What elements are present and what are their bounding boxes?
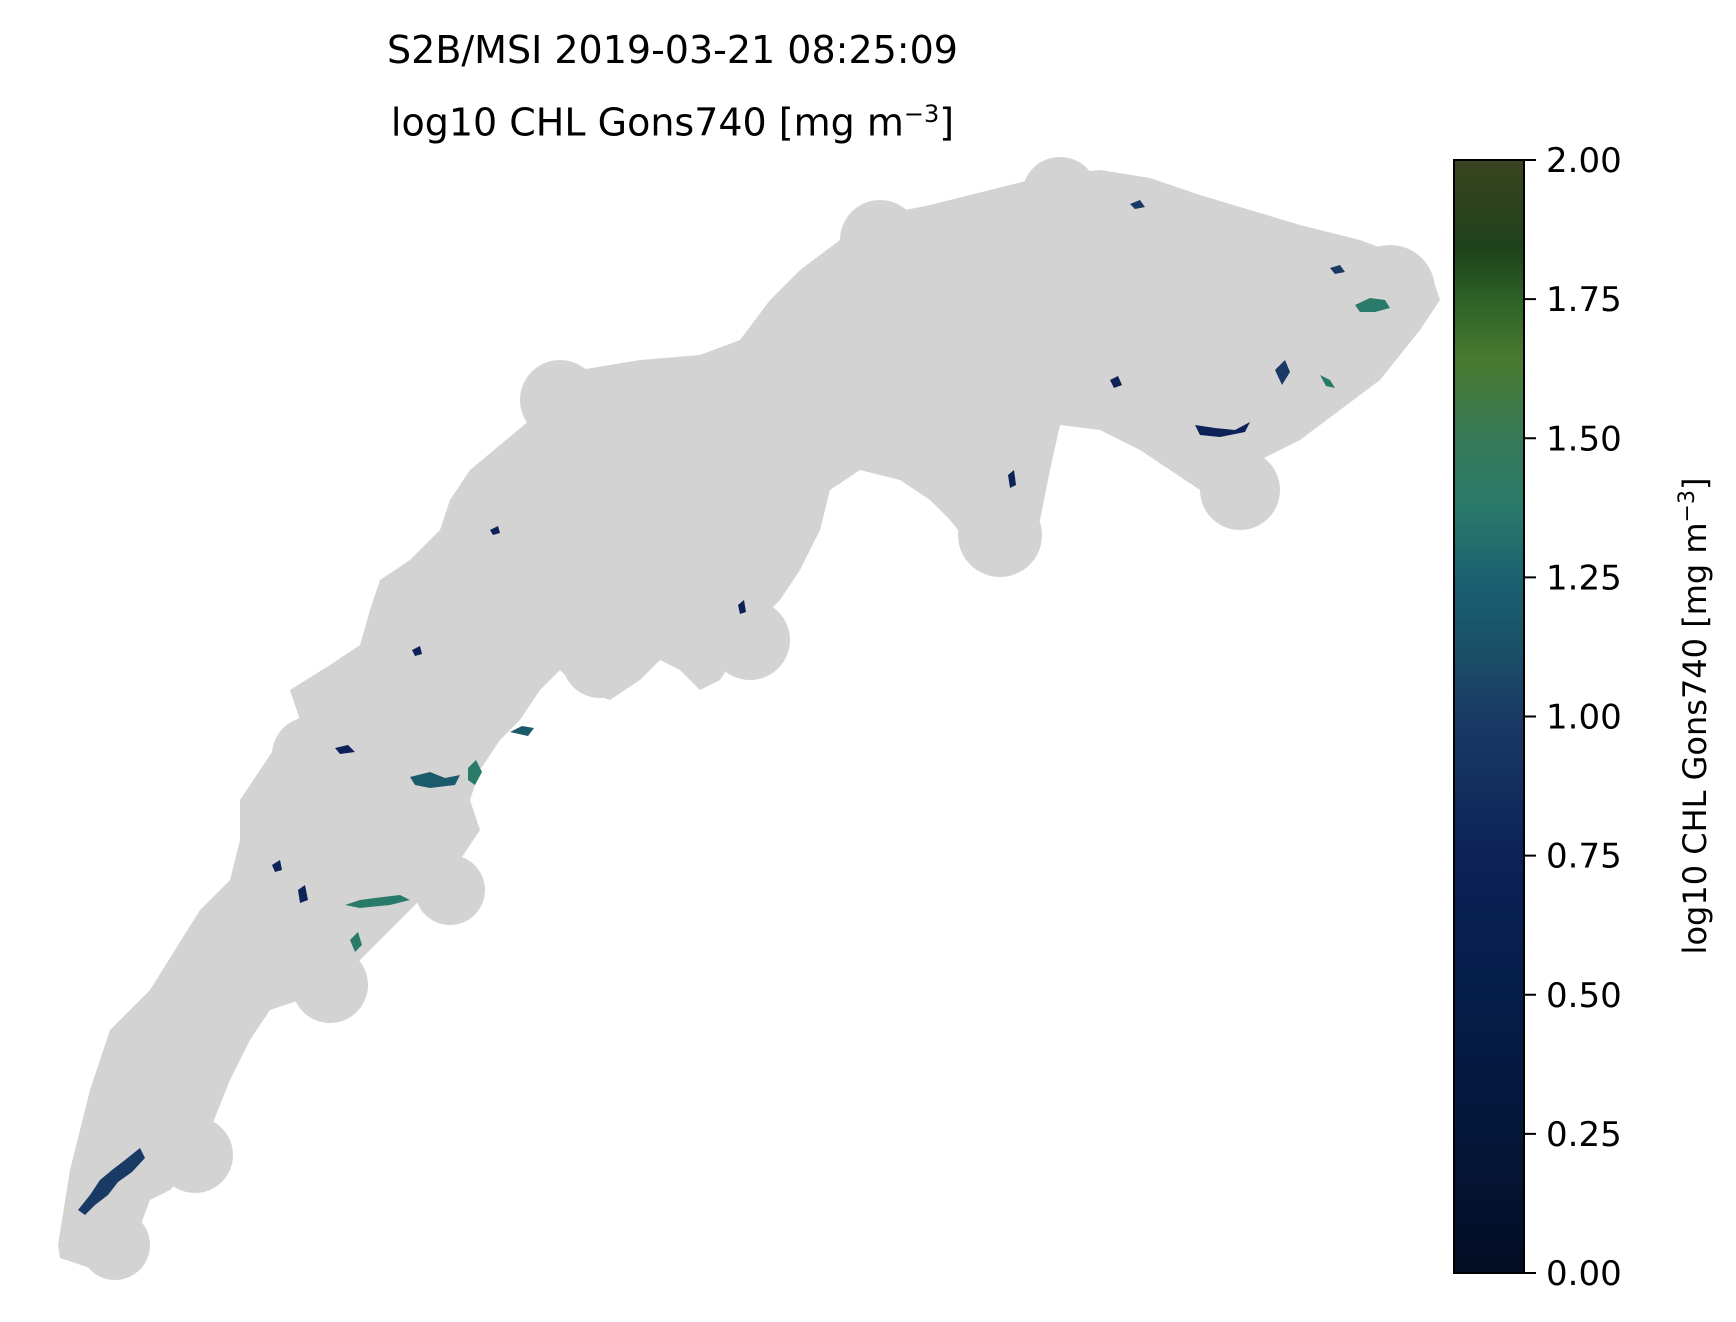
colorbar-tick-label: 1.50 <box>1546 419 1622 459</box>
mid-patch-4 <box>412 646 422 656</box>
central-patch-1 <box>410 772 460 788</box>
central-patch-6 <box>298 885 308 903</box>
east-patch-2 <box>1275 360 1290 385</box>
east-patch-4 <box>1110 376 1122 388</box>
colorbar-label-text: log10 CHL Gons740 [mg m <box>1676 522 1714 954</box>
land-mask <box>58 157 1440 1280</box>
central-patch-8 <box>335 745 355 754</box>
colorbar: 0.00 0.25 0.50 0.75 1.00 1.25 1.50 1.75 2.00 log… <box>1453 141 1714 1294</box>
northeast-lake <box>1355 298 1390 312</box>
colorbar-tick-label: 0.75 <box>1546 837 1622 877</box>
title-units-exponent: −3 <box>903 100 940 128</box>
colorbar-tick-label: 0.25 <box>1546 1115 1622 1155</box>
colorbar-gradient <box>1453 159 1525 1274</box>
colorbar-label-close: ] <box>1676 478 1714 490</box>
mid-patch-3 <box>490 526 500 535</box>
title-units-close: ] <box>939 100 955 145</box>
central-patch-2 <box>468 760 482 785</box>
map-title-line1: S2B/MSI 2019-03-21 08:25:09 <box>387 28 958 72</box>
map-title-line2: log10 CHL Gons740 [mg m−3] <box>0 92 1345 145</box>
colorbar-label-exponent: −3 <box>1675 490 1700 522</box>
water-pixels <box>78 200 1390 1215</box>
east-patch-1 <box>1195 422 1250 437</box>
colorbar-tick-label: 1.75 <box>1546 280 1622 320</box>
title-units-text: log10 CHL Gons740 [mg m <box>390 100 904 145</box>
colorbar-tick-label: 0.00 <box>1546 1254 1622 1294</box>
central-patch-3 <box>510 726 534 736</box>
central-patch-7 <box>272 860 282 872</box>
colorbar-tick-label: 1.25 <box>1546 558 1622 598</box>
east-patch-3 <box>1320 375 1335 388</box>
central-patch-5 <box>350 932 362 952</box>
colorbar-label: log10 CHL Gons740 [mg m−3] <box>1675 478 1714 955</box>
colorbar-tick-label: 0.50 <box>1546 976 1622 1016</box>
colorbar-tick-label: 2.00 <box>1546 141 1622 181</box>
mid-patch-1 <box>1008 470 1016 488</box>
central-patch-4 <box>345 895 410 908</box>
east-patch-5 <box>1330 265 1345 274</box>
southwest-lake <box>78 1148 145 1215</box>
mid-patch-2 <box>738 600 746 614</box>
colorbar-tick-label: 1.00 <box>1546 698 1622 738</box>
colorbar-ticks: 0.00 0.25 0.50 0.75 1.00 1.25 1.50 1.75 2.00 <box>1524 141 1622 1294</box>
north-patch-1 <box>1130 200 1145 209</box>
